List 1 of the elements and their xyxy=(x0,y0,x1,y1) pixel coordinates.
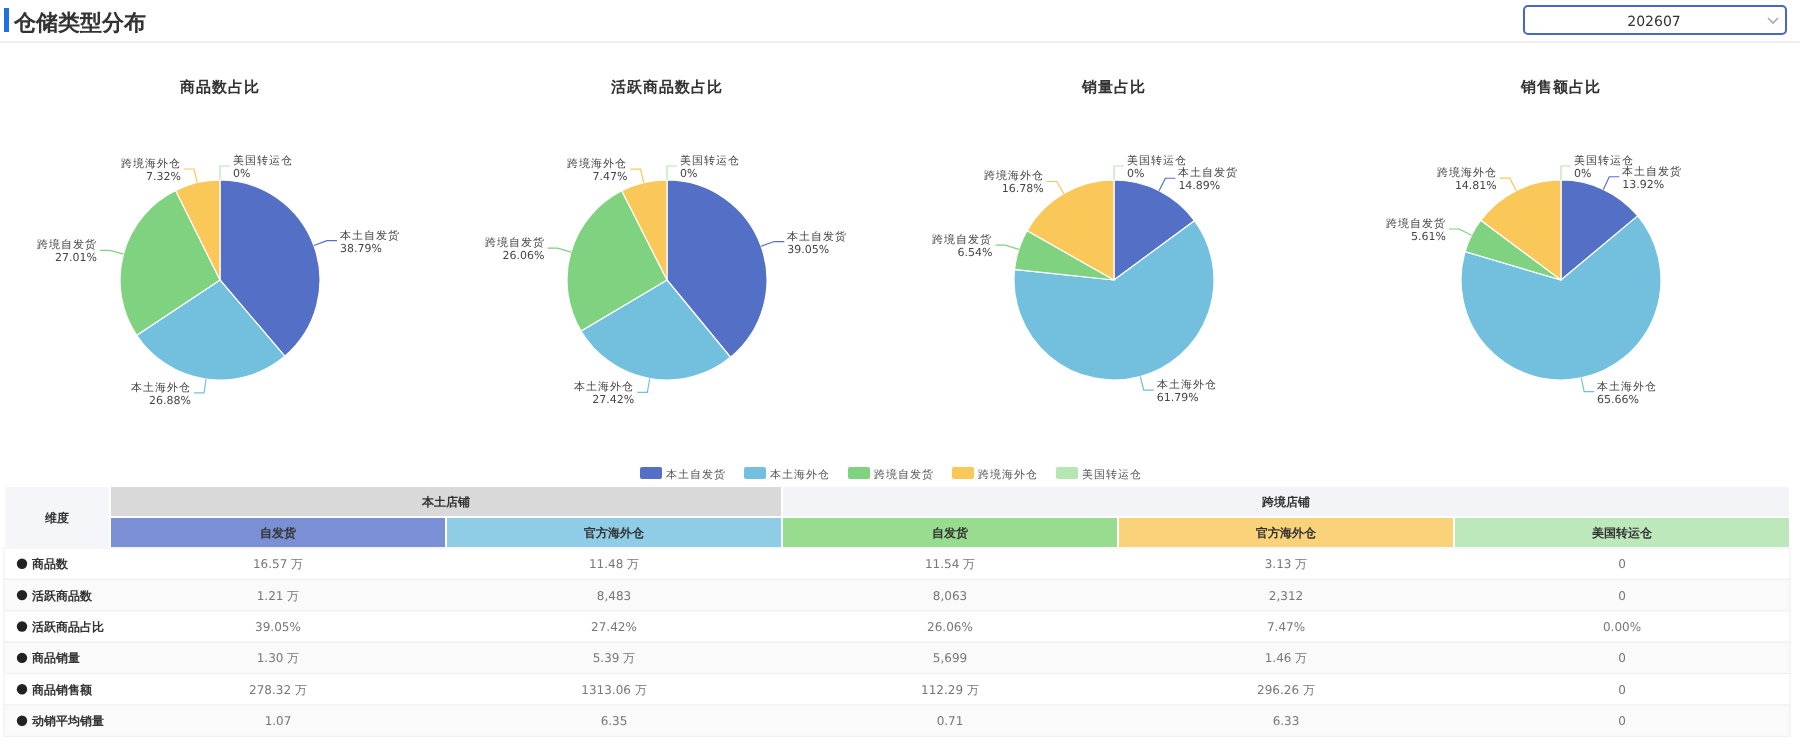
text: 仓储类型分布 xyxy=(12,10,146,36)
